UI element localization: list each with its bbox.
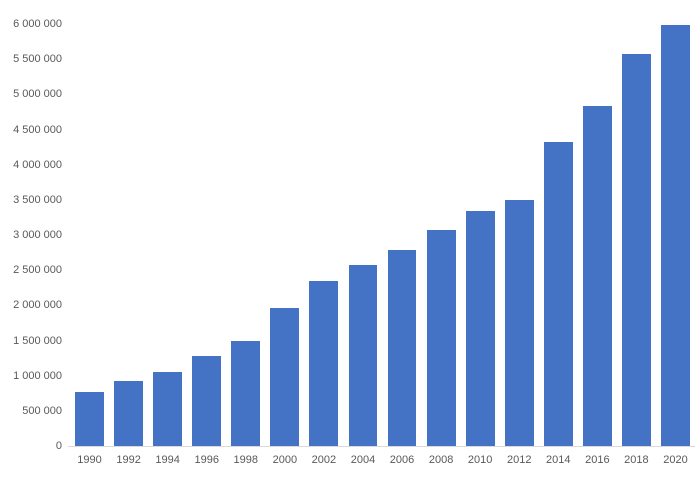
bar-slot <box>343 24 382 446</box>
x-axis-tick-label: 2014 <box>546 454 571 466</box>
bar-1994 <box>153 372 183 446</box>
x-axis-tick-label: 1994 <box>155 454 180 466</box>
x-axis-tick-label: 1996 <box>194 454 219 466</box>
bar-2008 <box>426 230 456 446</box>
x-axis-tick-label: 2004 <box>350 454 376 466</box>
bar-slot <box>539 24 578 446</box>
y-axis-tick-label: 5 000 000 <box>13 88 62 101</box>
bar-2012 <box>504 199 534 446</box>
bar-slot <box>617 24 656 446</box>
bar-2000 <box>270 308 300 446</box>
x-axis-tick-label: 1990 <box>77 454 102 466</box>
x-axis-tick-label: 2020 <box>663 454 688 466</box>
y-axis-tick-label: 6 000 000 <box>13 18 62 30</box>
bar-2006 <box>387 250 417 446</box>
bar-2020 <box>661 24 690 446</box>
bar-1998 <box>231 340 261 446</box>
x-axis-tick-label: 2008 <box>428 454 454 466</box>
x-axis: 1990 1992 1994 1996 1998 2000 2002 2004 2006 2008… <box>70 454 695 466</box>
x-axis-tick-label: 2010 <box>467 454 493 466</box>
y-axis-tick-label: 500 000 <box>22 404 62 417</box>
bar-2014 <box>543 142 573 446</box>
bar-slot <box>109 24 148 446</box>
bar-slot <box>383 24 422 446</box>
bar-slot <box>70 24 109 446</box>
y-axis-tick-label: 3 500 000 <box>13 193 62 206</box>
y-axis-tick-label: 1 500 000 <box>13 334 62 347</box>
bar-2016 <box>582 105 612 446</box>
bar-slot <box>265 24 304 446</box>
x-axis-tick-label: 2016 <box>585 454 610 466</box>
bar-2004 <box>348 265 378 446</box>
bar-slot <box>187 24 226 446</box>
bar-slot <box>226 24 265 446</box>
y-axis-tick-label: 0 <box>55 440 62 452</box>
bars <box>70 24 695 446</box>
bar-2018 <box>621 53 651 446</box>
bar-slot <box>304 24 343 446</box>
bar-slot <box>461 24 500 446</box>
y-axis-tick-label: 1 000 000 <box>13 369 62 382</box>
y-axis: 6 000 000 5 500 000 5 000 000 4 500 000 4 00… <box>0 0 62 490</box>
y-axis-tick-label: 5 500 000 <box>13 53 62 66</box>
x-axis-line <box>68 446 695 447</box>
x-axis-tick-label: 2000 <box>272 454 298 466</box>
y-axis-tick-label: 2 000 000 <box>13 299 62 312</box>
bar-1996 <box>192 355 222 446</box>
y-axis-tick-label: 4 000 000 <box>13 158 62 171</box>
bar-slot <box>422 24 461 446</box>
y-axis-tick-label: 4 500 000 <box>13 123 62 136</box>
plot-area <box>70 24 695 446</box>
y-axis-tick-label: 3 000 000 <box>13 229 62 241</box>
bar-slot <box>578 24 617 446</box>
x-axis-tick-label: 2018 <box>624 454 649 466</box>
bar-1990 <box>75 391 104 446</box>
bar-2002 <box>309 281 339 446</box>
bar-slot <box>656 24 695 446</box>
x-axis-tick-label: 1992 <box>116 454 141 466</box>
x-axis-tick-label: 2006 <box>389 454 415 466</box>
y-axis-tick-label: 2 500 000 <box>13 264 62 277</box>
bar-slot <box>148 24 187 446</box>
bar-slot <box>500 24 539 446</box>
x-axis-tick-label: 2002 <box>311 454 337 466</box>
x-axis-tick-label: 2012 <box>506 454 532 466</box>
x-axis-tick-label: 1998 <box>233 454 259 466</box>
bar-1992 <box>114 381 144 446</box>
bar-2010 <box>465 211 495 446</box>
